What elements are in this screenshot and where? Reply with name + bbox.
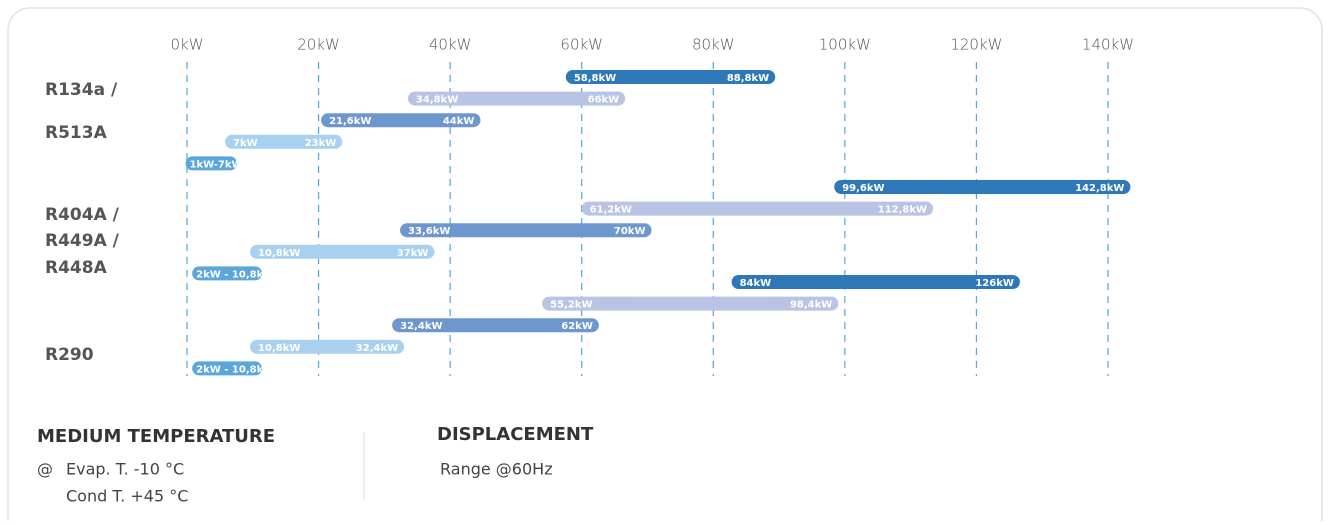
medium-at: @ [37, 460, 53, 479]
displacement-title: DISPLACEMENT [437, 424, 594, 445]
bar-label: 66kW [588, 95, 620, 106]
bar-label: 10,8kW [258, 343, 300, 354]
range-bar [581, 201, 934, 216]
range-bar [834, 180, 1131, 194]
range-bar [185, 156, 238, 171]
bar-label: 99,6kW [842, 183, 884, 194]
x-tick-label: 20kW [297, 36, 340, 54]
bar-label: 32,4kW [356, 343, 398, 354]
bar-label: 98,4kW [790, 300, 832, 311]
bar-label: 23kW [305, 138, 337, 149]
bar-label: 126kW [975, 278, 1014, 289]
bar-label: 33,6kW [408, 226, 450, 237]
range-bar [192, 361, 263, 376]
group-label: R290 [45, 345, 94, 365]
group-label: R134a / [45, 80, 118, 100]
medium-line: Evap. T. -10 °C [66, 460, 184, 479]
x-tick-label: 100kW [819, 36, 871, 54]
range-bar [565, 70, 776, 84]
range-bar [192, 266, 263, 281]
bar-label: 2kW - 10,8k [196, 364, 263, 375]
bar-label: 61,2kW [590, 205, 632, 216]
bar-label: 37kW [397, 248, 429, 259]
range-bar [407, 91, 626, 106]
medium-line: Cond T. +45 °C [66, 487, 188, 506]
bar-label: 44kW [443, 116, 475, 127]
x-tick-label: 140kW [1082, 36, 1134, 54]
bar-label: 70kW [614, 226, 646, 237]
bar-label: 10,8kW [258, 248, 300, 259]
x-tick-label: 60kW [560, 36, 603, 54]
bar-label: 34,8kW [416, 95, 458, 106]
x-tick-label: 80kW [692, 36, 735, 54]
bar-label: 32,4kW [400, 321, 442, 332]
group-label: R513A [45, 123, 108, 143]
bar-label: 88,8kW [727, 73, 769, 84]
bar-label: 7kW [233, 138, 258, 149]
medium-title: MEDIUM TEMPERATURE [37, 426, 275, 447]
range-bar [250, 339, 405, 354]
bar-label: 21,6kW [329, 116, 371, 127]
bar-label: 55,2kW [550, 300, 592, 311]
bar-label: 1kW-7kW [190, 159, 243, 170]
range-bar [392, 318, 599, 333]
group-label: R449A / [45, 231, 120, 251]
group-label: R448A [45, 258, 108, 278]
range-bar [400, 223, 652, 238]
bar-label: 142,8kW [1075, 183, 1124, 194]
bar-label: 2kW - 10,8k [196, 269, 263, 280]
bar-label: 112,8kW [878, 205, 927, 216]
bar-label: 62kW [561, 321, 593, 332]
x-tick-label: 40kW [429, 36, 472, 54]
range-bar [542, 296, 839, 311]
range-bar [321, 113, 481, 128]
displacement-text: Range @60Hz [440, 460, 553, 479]
bar-label: 58,8kW [574, 73, 616, 84]
range-bar [731, 275, 1020, 289]
x-tick-label: 0kW [170, 36, 203, 54]
range-bar [250, 244, 435, 259]
x-tick-label: 120kW [950, 36, 1002, 54]
group-label: R404A / [45, 205, 120, 225]
bar-label: 84kW [740, 278, 772, 289]
range-bar [225, 134, 343, 149]
